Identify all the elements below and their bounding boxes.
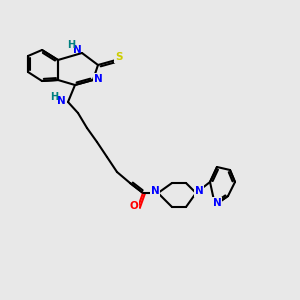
Text: N: N [151,186,159,196]
Text: N: N [73,45,81,55]
Text: N: N [195,186,203,196]
Text: H: H [50,92,58,102]
Text: N: N [94,74,102,84]
Text: N: N [57,96,65,106]
Text: H: H [67,40,75,50]
Text: O: O [130,201,138,211]
Text: S: S [115,52,123,62]
Text: N: N [213,198,221,208]
